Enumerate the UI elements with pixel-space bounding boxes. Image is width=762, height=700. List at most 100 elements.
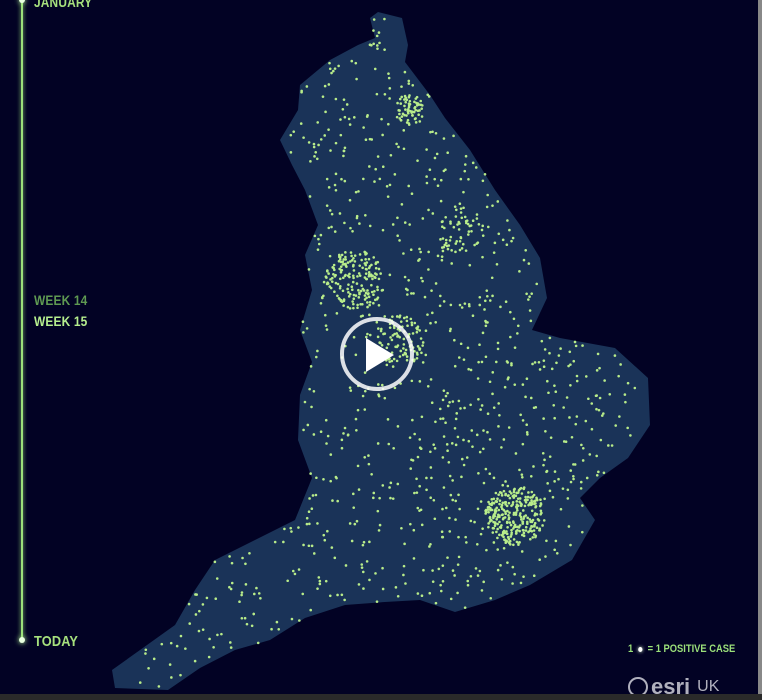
case-dot (415, 491, 419, 494)
case-dot (418, 347, 422, 351)
case-dot (454, 417, 458, 421)
case-dot (410, 292, 413, 295)
play-button[interactable] (340, 317, 414, 391)
case-dot (387, 122, 390, 126)
case-dot (623, 393, 627, 396)
case-dot (349, 251, 353, 254)
case-dot (365, 560, 369, 563)
case-dot (451, 498, 455, 502)
case-dot (365, 115, 369, 118)
case-dot (497, 508, 501, 512)
case-dot (430, 476, 433, 480)
case-dot (407, 79, 411, 83)
case-dot (496, 497, 499, 501)
case-dot (531, 536, 535, 539)
case-dot (328, 67, 332, 71)
case-dot (310, 507, 314, 511)
case-dot (330, 212, 334, 216)
case-dot (456, 223, 459, 226)
case-dot (420, 415, 424, 419)
case-dot (482, 429, 485, 432)
case-dot (420, 351, 423, 355)
case-dot (538, 558, 541, 561)
case-dot (460, 475, 463, 479)
case-dot (360, 258, 363, 262)
case-dot (455, 412, 459, 415)
case-dot (396, 482, 400, 486)
case-dot (317, 237, 320, 241)
case-dot (358, 264, 362, 267)
case-dot (316, 349, 319, 353)
case-dot (410, 379, 414, 383)
case-dot (436, 254, 440, 258)
case-dot (459, 177, 463, 181)
case-dot (395, 315, 399, 318)
case-dot (327, 272, 330, 275)
case-dot (505, 530, 508, 533)
case-dot (507, 541, 511, 545)
case-dot (341, 108, 345, 111)
case-dot (255, 586, 258, 590)
case-dot (413, 491, 416, 495)
case-dot (481, 527, 484, 530)
case-dot (238, 600, 241, 604)
case-dot (302, 543, 305, 547)
case-dot (293, 572, 297, 576)
case-dot (348, 386, 352, 389)
case-dot (144, 648, 148, 652)
case-dot (275, 620, 279, 624)
case-dot (415, 330, 419, 334)
case-dot (476, 507, 480, 511)
case-dot (533, 361, 537, 364)
case-dot (538, 368, 542, 371)
timeline-end-marker[interactable] (19, 637, 25, 643)
case-dot (427, 250, 430, 254)
case-dot (342, 304, 345, 307)
case-dot (241, 556, 244, 560)
case-dot (508, 521, 512, 524)
case-dot (324, 418, 328, 422)
case-dot (353, 254, 357, 257)
case-dot (327, 226, 331, 230)
case-dot (492, 406, 496, 409)
case-dot (624, 400, 627, 404)
case-dot (415, 95, 419, 99)
case-dot (354, 294, 358, 297)
case-dot (197, 629, 201, 633)
case-dot (168, 663, 172, 666)
case-dot (229, 641, 232, 644)
case-dot (367, 454, 370, 457)
case-dot (426, 313, 429, 316)
case-dot (426, 384, 430, 388)
case-dot (479, 408, 482, 411)
case-dot (501, 517, 505, 521)
case-dot (446, 151, 449, 155)
video-control-bar[interactable] (0, 694, 762, 700)
case-dot (340, 268, 344, 272)
case-dot (413, 432, 416, 436)
case-dot (453, 338, 456, 342)
case-dot (478, 343, 481, 347)
case-dot (330, 546, 334, 549)
case-dot (368, 265, 372, 268)
case-dot (306, 423, 310, 427)
case-dot (399, 102, 403, 105)
case-dot (411, 418, 414, 422)
case-dot (613, 354, 617, 357)
case-dot (425, 175, 428, 178)
timeline-track[interactable] (21, 0, 23, 642)
case-dot (454, 499, 458, 503)
case-dot (581, 504, 584, 507)
case-dot (310, 544, 314, 548)
case-dot (531, 525, 534, 528)
case-dot (553, 416, 556, 420)
case-dot (508, 228, 511, 232)
case-dot (396, 216, 399, 220)
case-dot (315, 157, 319, 161)
case-dot (462, 190, 465, 194)
case-dot (458, 239, 462, 243)
case-dot (291, 569, 295, 573)
case-dot (377, 31, 381, 34)
case-dot (465, 541, 468, 544)
case-dot (522, 486, 526, 489)
